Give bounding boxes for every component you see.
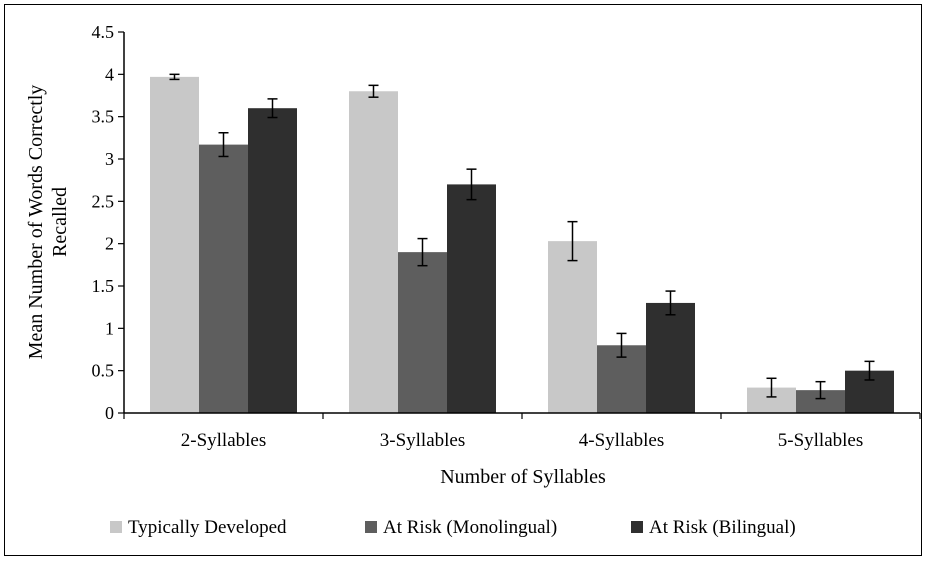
bar bbox=[150, 76, 199, 413]
legend-swatch bbox=[110, 521, 122, 533]
x-tick-label: 4-Syllables bbox=[579, 430, 665, 451]
bar bbox=[646, 302, 695, 413]
y-tick-label: 1.5 bbox=[92, 276, 115, 296]
x-axis-label: Number of Syllables bbox=[440, 466, 606, 488]
legend-label: At Risk (Monolingual) bbox=[383, 517, 557, 538]
y-tick-label: 0.5 bbox=[92, 361, 115, 381]
y-tick-label: 3 bbox=[105, 149, 114, 169]
y-axis: 0 0.5 1 1.5 2 2.5 3 3.5 4 4.5 bbox=[92, 22, 125, 423]
bars bbox=[150, 73, 894, 414]
bar bbox=[349, 91, 398, 414]
y-tick-label: 4.5 bbox=[92, 22, 115, 42]
y-axis-label-line-2: Recalled bbox=[49, 187, 71, 257]
legend: Typically Developed At Risk (Monolingual)… bbox=[110, 517, 796, 538]
x-axis: 2-Syllables 3-Syllables 4-Syllables 5-Sylla… bbox=[123, 412, 921, 451]
bar bbox=[548, 241, 597, 413]
y-tick-label: 2.5 bbox=[92, 191, 115, 211]
x-tick-label: 5-Syllables bbox=[778, 430, 864, 451]
y-axis-label-line-1: Mean Number of Words Correctly bbox=[25, 85, 47, 360]
y-tick-label: 4 bbox=[105, 64, 114, 84]
x-tick-label: 2-Syllables bbox=[181, 430, 267, 451]
legend-label: At Risk (Bilingual) bbox=[649, 517, 796, 538]
bar bbox=[248, 108, 297, 413]
legend-label: Typically Developed bbox=[128, 517, 287, 538]
bar bbox=[199, 144, 248, 413]
y-tick-label: 2 bbox=[105, 234, 114, 254]
y-tick-label: 1 bbox=[105, 318, 114, 338]
bar bbox=[398, 252, 447, 413]
legend-swatch bbox=[631, 521, 643, 533]
bar bbox=[796, 390, 845, 413]
y-tick-label: 0 bbox=[105, 403, 114, 423]
y-tick-label: 3.5 bbox=[92, 107, 115, 127]
x-tick-label: 3-Syllables bbox=[380, 430, 466, 451]
bar bbox=[447, 184, 496, 413]
legend-swatch bbox=[365, 521, 377, 533]
